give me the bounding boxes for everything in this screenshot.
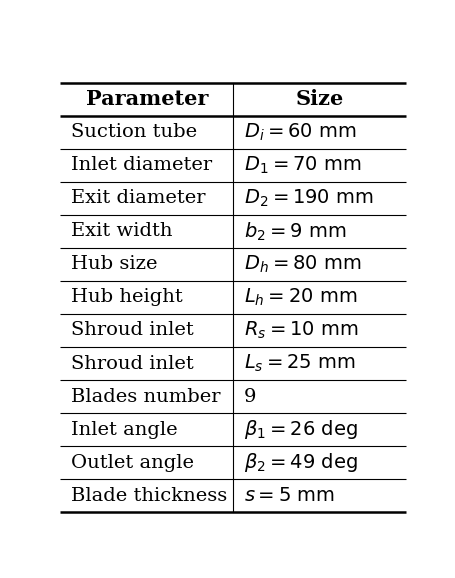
Text: Shroud inlet: Shroud inlet [71,354,194,373]
Text: $R_s = 10\ \mathrm{mm}$: $R_s = 10\ \mathrm{mm}$ [244,320,358,341]
Text: Hub size: Hub size [71,255,157,273]
Text: Shroud inlet: Shroud inlet [71,321,194,339]
Text: Outlet angle: Outlet angle [71,454,194,472]
Text: 9: 9 [244,388,256,406]
Text: $D_h = 80\ \mathrm{mm}$: $D_h = 80\ \mathrm{mm}$ [244,254,361,275]
Text: Blade thickness: Blade thickness [71,487,227,505]
Text: Exit diameter: Exit diameter [71,190,206,208]
Text: $D_2 = 190\ \mathrm{mm}$: $D_2 = 190\ \mathrm{mm}$ [244,188,374,209]
Text: $s = 5\ \mathrm{mm}$: $s = 5\ \mathrm{mm}$ [244,487,335,505]
Text: $b_2 = 9\ \mathrm{mm}$: $b_2 = 9\ \mathrm{mm}$ [244,220,346,243]
Text: Hub height: Hub height [71,288,183,306]
Text: $\beta_1 = 26\ \mathrm{deg}$: $\beta_1 = 26\ \mathrm{deg}$ [244,418,358,441]
Text: $D_1 = 70\ \mathrm{mm}$: $D_1 = 70\ \mathrm{mm}$ [244,155,361,176]
Text: $\beta_2 = 49\ \mathrm{deg}$: $\beta_2 = 49\ \mathrm{deg}$ [244,451,358,474]
Text: Inlet angle: Inlet angle [71,421,177,439]
Text: Exit width: Exit width [71,223,172,240]
Text: Blades number: Blades number [71,388,221,406]
Text: $L_s = 25\ \mathrm{mm}$: $L_s = 25\ \mathrm{mm}$ [244,353,356,374]
Text: Parameter: Parameter [86,89,208,109]
Text: $L_h = 20\ \mathrm{mm}$: $L_h = 20\ \mathrm{mm}$ [244,287,357,308]
Text: Suction tube: Suction tube [71,123,197,141]
Text: Inlet diameter: Inlet diameter [71,156,212,175]
Text: $D_i = 60\ \mathrm{mm}$: $D_i = 60\ \mathrm{mm}$ [244,121,356,143]
Text: Size: Size [295,89,344,109]
